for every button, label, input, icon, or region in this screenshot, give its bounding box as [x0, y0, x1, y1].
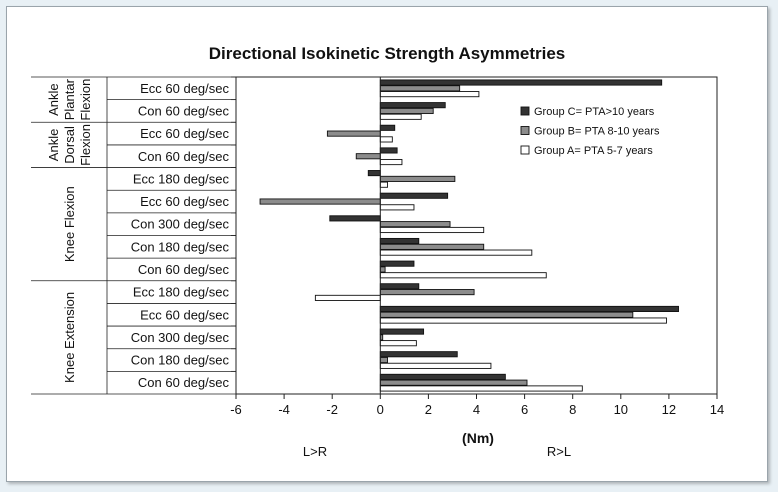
bar-series2-cat9 [314, 294, 381, 301]
x-axis-label: (Nm) [462, 430, 494, 446]
bar-series0-cat6 [329, 215, 381, 222]
category-label: Con 60 deg/sec [138, 375, 230, 390]
legend-label: Group C= PTA>10 years [534, 106, 655, 118]
bar-series0-cat11 [379, 328, 425, 335]
category-label: Con 300 deg/sec [131, 330, 230, 345]
bar-series0-cat4 [367, 170, 381, 177]
bar-chart: Directional Isokinetic Strength Asymmetr… [31, 44, 724, 459]
right-direction-note: R>L [547, 444, 571, 459]
bar-series0-cat0 [379, 79, 663, 86]
bar-series0-cat2 [379, 124, 396, 131]
x-tick-label: 4 [473, 402, 480, 417]
category-label: Con 60 deg/sec [138, 262, 230, 277]
category-label: Con 60 deg/sec [138, 103, 230, 118]
x-tick-label: 10 [614, 402, 628, 417]
bar-series2-cat7 [379, 249, 533, 256]
category-label: Ecc 180 deg/sec [133, 171, 230, 186]
bar-series1-cat4 [379, 175, 456, 182]
bar-series1-cat9 [379, 289, 475, 296]
category-label: Ecc 60 deg/sec [140, 194, 229, 209]
bar-series0-cat1 [379, 102, 446, 109]
x-tick-label: 6 [521, 402, 528, 417]
legend-label: Group B= PTA 8-10 years [534, 126, 660, 138]
category-label: Con 300 deg/sec [131, 217, 230, 232]
category-label: Ecc 60 deg/sec [140, 307, 229, 322]
group-label: Knee Flexion [62, 186, 77, 262]
bar-series2-cat12 [379, 362, 492, 369]
chart-frame: Directional Isokinetic Strength Asymmetr… [6, 6, 768, 482]
category-label: Con 180 deg/sec [131, 353, 230, 368]
x-tick-label: -4 [278, 402, 290, 417]
bar-series1-cat1 [379, 107, 434, 115]
bar-series1-cat10 [379, 311, 634, 318]
bar-series0-cat12 [379, 351, 458, 358]
category-label: Con 60 deg/sec [138, 149, 230, 164]
x-tick-label: 14 [710, 402, 724, 417]
left-direction-note: L>R [303, 444, 327, 459]
bar-series2-cat11 [379, 340, 417, 347]
x-tick-label: 8 [569, 402, 576, 417]
category-label: Ecc 180 deg/sec [133, 285, 230, 300]
x-tick-label: -6 [230, 402, 242, 417]
bar-series2-cat13 [379, 385, 583, 392]
group-label: Ankle [46, 129, 61, 162]
bar-series0-cat8 [379, 260, 415, 267]
group-label: Dorsal [62, 126, 77, 164]
category-label: Ecc 60 deg/sec [140, 126, 229, 141]
bar-series1-cat13 [379, 379, 528, 386]
bar-series2-cat4 [379, 181, 388, 188]
bar-series2-cat1 [379, 113, 422, 120]
category-label: Con 180 deg/sec [131, 239, 230, 254]
bar-series1-cat3 [355, 153, 381, 160]
bar-series0-cat13 [379, 373, 506, 380]
bar-series0-cat9 [379, 283, 420, 290]
legend-swatch [520, 145, 530, 155]
legend-label: Group A= PTA 5-7 years [534, 145, 653, 157]
bar-series1-cat12 [379, 356, 388, 364]
bar-series1-cat6 [379, 221, 451, 228]
bar-series2-cat10 [379, 317, 667, 324]
x-tick-label: 2 [425, 402, 432, 417]
bar-series2-cat3 [379, 158, 403, 166]
bar-series1-cat7 [379, 243, 485, 250]
x-tick-label: -2 [326, 402, 338, 417]
bar-series1-cat2 [326, 130, 381, 137]
x-tick-label: 12 [662, 402, 676, 417]
bar-series1-cat0 [379, 85, 461, 92]
bar-series2-cat2 [379, 136, 393, 143]
bar-series2-cat0 [379, 91, 480, 98]
group-label: Flexion [78, 79, 93, 121]
bar-series2-cat5 [379, 204, 415, 211]
group-label: Flexion [78, 124, 93, 166]
bar-series0-cat7 [379, 237, 420, 245]
group-label: Plantar [62, 78, 77, 120]
legend-swatch [520, 126, 530, 135]
group-label: Knee Extension [62, 292, 77, 383]
legend-swatch [520, 106, 530, 116]
group-label: Ankle [46, 83, 61, 116]
bar-series2-cat8 [379, 272, 547, 279]
bar-series0-cat10 [379, 305, 679, 313]
bar-series1-cat5 [259, 198, 381, 205]
bar-series2-cat6 [379, 226, 485, 234]
bar-series0-cat5 [379, 192, 449, 199]
bar-series0-cat3 [379, 147, 398, 154]
category-label: Ecc 60 deg/sec [140, 81, 229, 96]
bar-series1-cat8 [379, 266, 386, 273]
x-tick-label: 0 [377, 402, 384, 417]
chart-title: Directional Isokinetic Strength Asymmetr… [209, 44, 565, 63]
